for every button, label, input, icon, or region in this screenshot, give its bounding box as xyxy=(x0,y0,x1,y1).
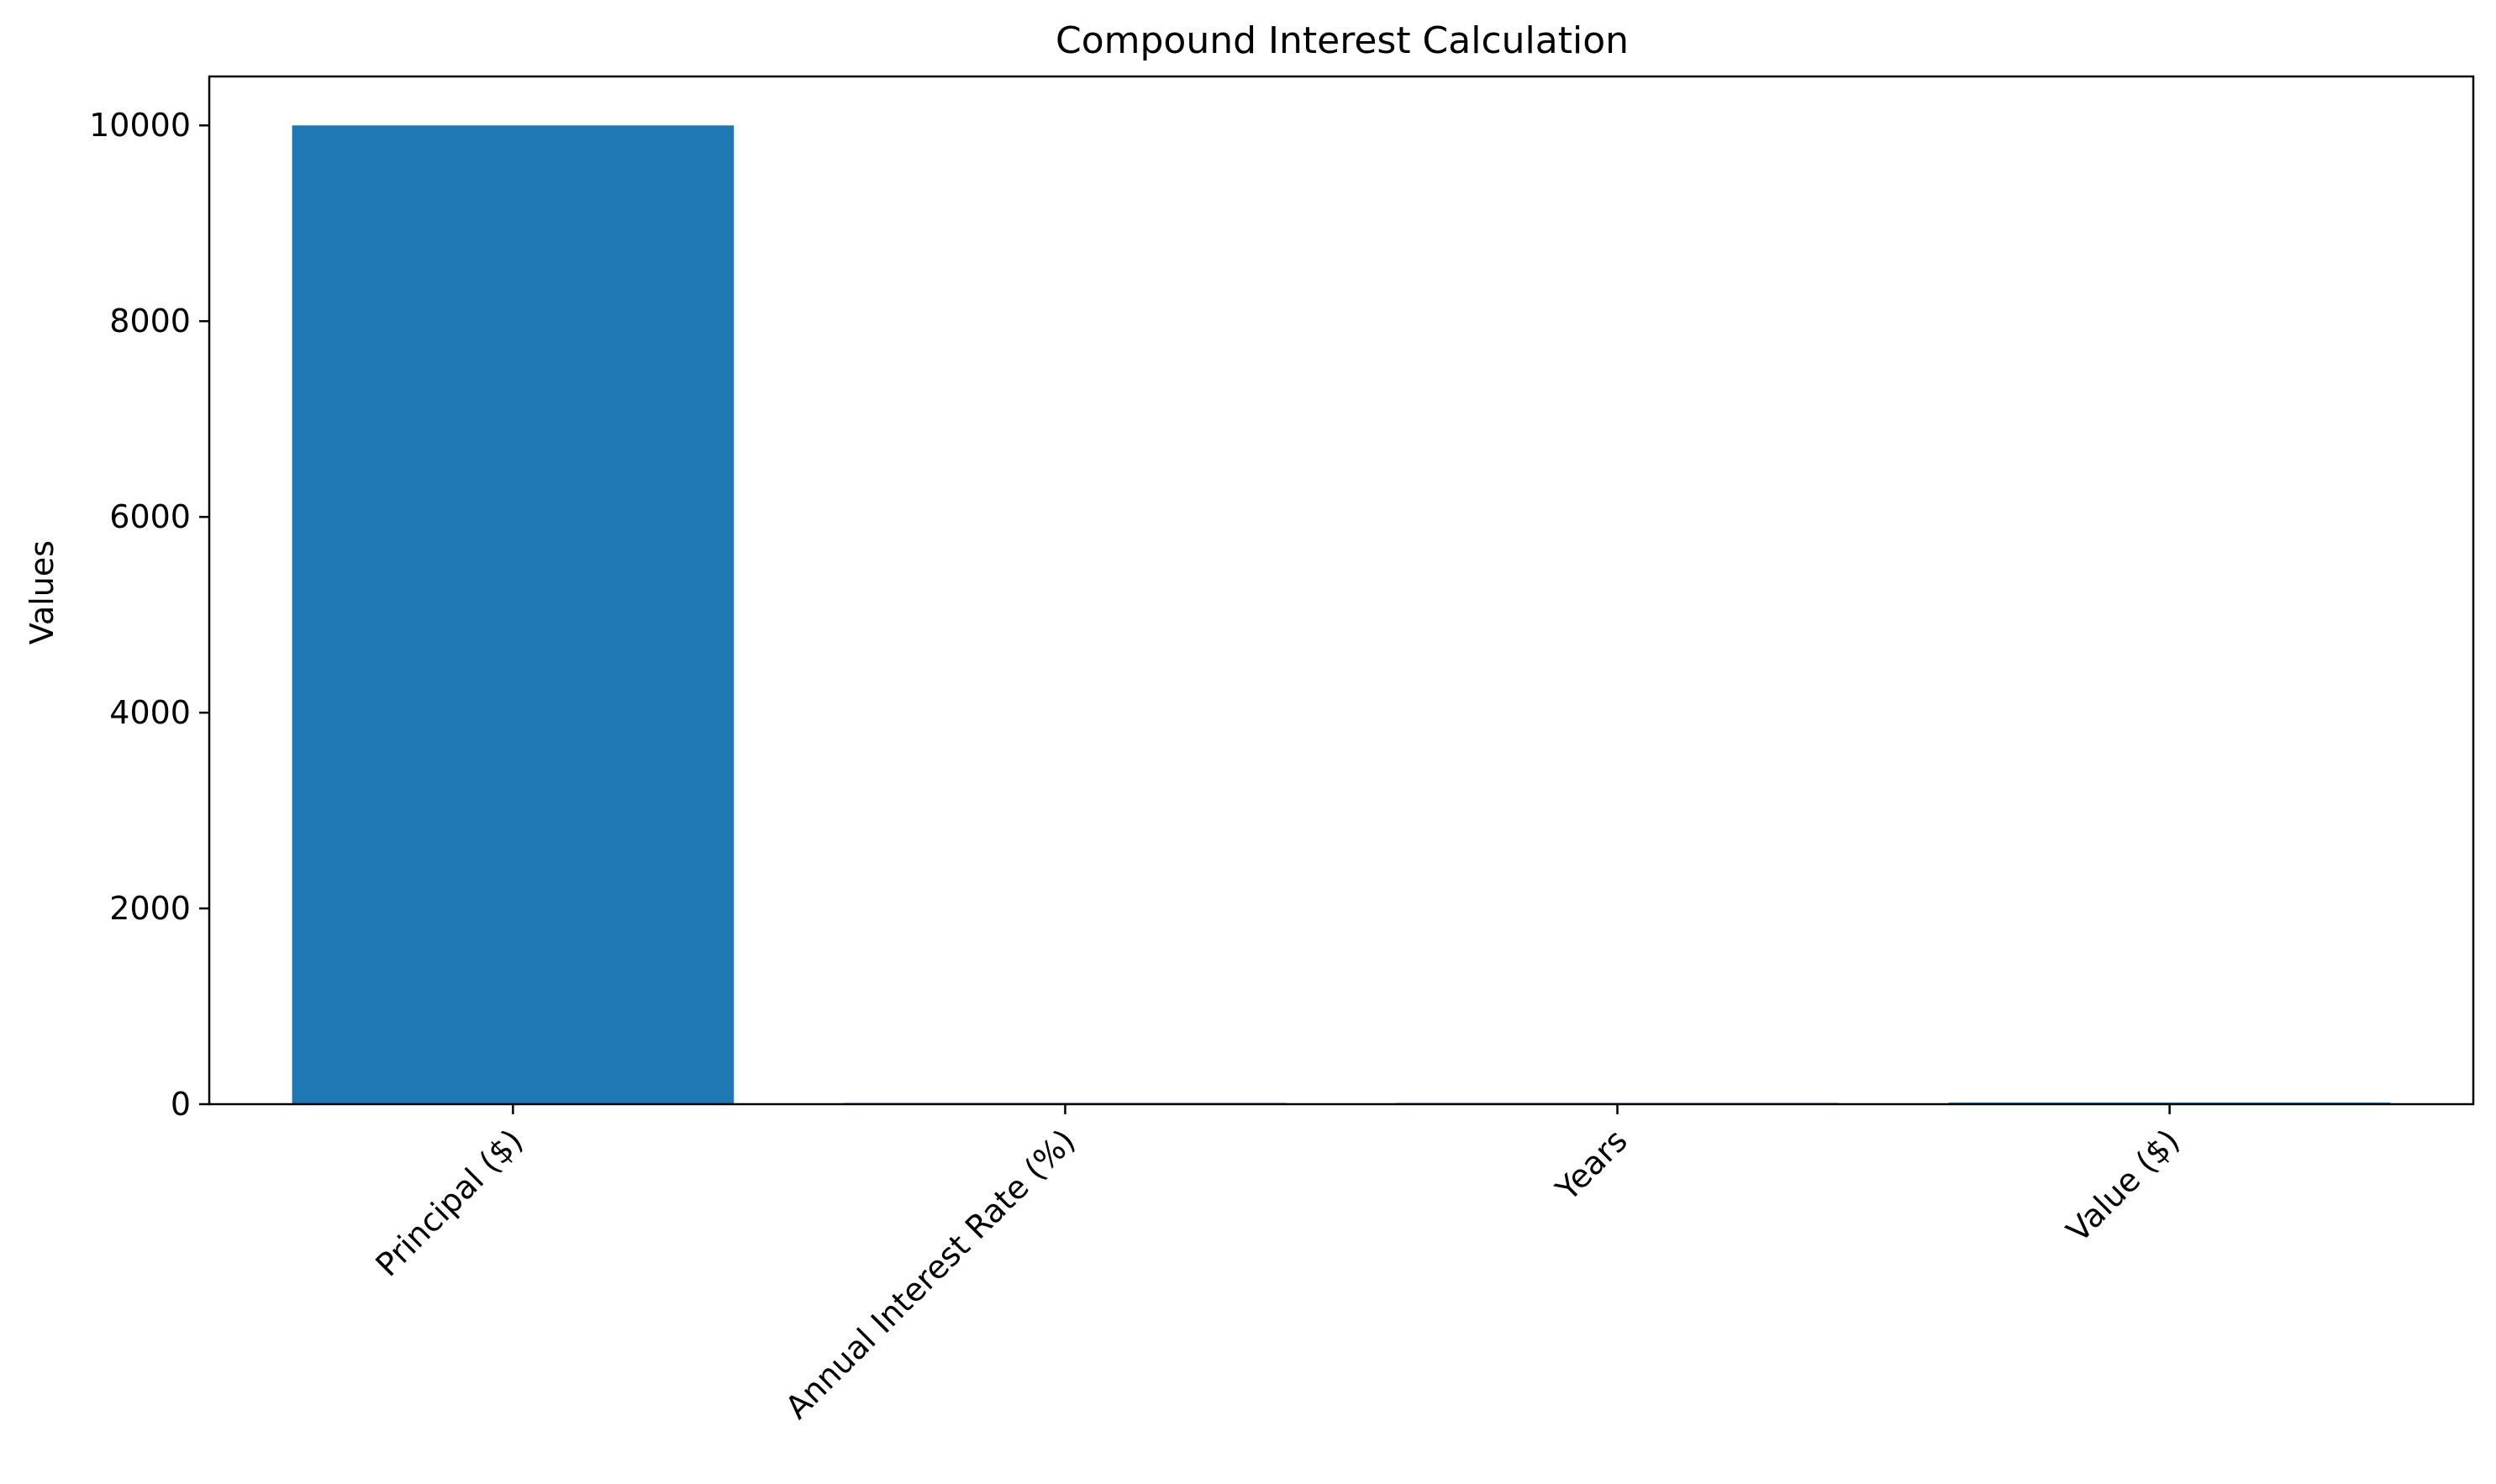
y-tick-label: 4000 xyxy=(109,694,191,731)
y-tick-label: 2000 xyxy=(109,890,191,927)
bars-group xyxy=(292,125,2391,1105)
y-axis: 0 2000 4000 6000 8000 10000 xyxy=(89,107,209,1123)
plot-frame xyxy=(208,75,2475,1106)
y-tick-label: 10000 xyxy=(89,107,191,144)
bar xyxy=(292,125,735,1105)
y-axis-label: Values xyxy=(24,540,61,645)
y-tick-label: 8000 xyxy=(109,303,191,339)
chart-title: Compound Interest Calculation xyxy=(1056,19,1629,62)
y-tick-label: 6000 xyxy=(109,498,191,535)
y-tick-label: 0 xyxy=(171,1086,191,1123)
